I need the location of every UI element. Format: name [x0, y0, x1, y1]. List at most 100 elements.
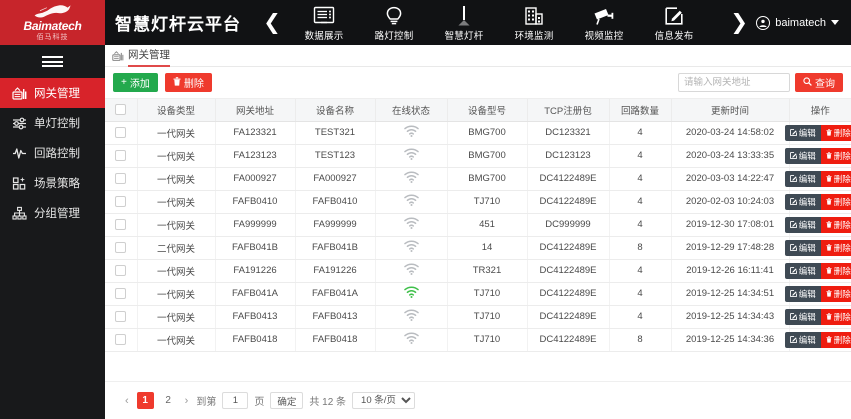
trash-icon	[826, 243, 832, 253]
table-row[interactable]: 一代网关 FA123321 TEST321 BMG700 DC123321 4 2020-0…	[105, 121, 851, 145]
row-checkbox[interactable]	[115, 218, 127, 230]
nav-prev-arrow[interactable]: ❮	[263, 11, 281, 34]
nav-item-smart-lamp-pole[interactable]: 智慧灯杆	[429, 0, 499, 45]
row-checkbox[interactable]	[115, 149, 127, 161]
cell-update-time: 2019-12-25 14:34:51	[671, 282, 790, 306]
row-checkbox[interactable]	[115, 333, 127, 345]
row-edit-button[interactable]: 编辑	[784, 124, 821, 141]
row-delete-button[interactable]: 删除	[820, 262, 851, 279]
brand-logo[interactable]: Baimatech 佰马科技	[0, 0, 105, 45]
sidebar-item-single-light-control[interactable]: 单灯控制	[0, 108, 105, 138]
table-row[interactable]: 一代网关 FAFB0410 FAFB0410 TJ710 DC4122489E 4 2020…	[105, 190, 851, 214]
cell-update-time: 2019-12-25 14:34:36	[671, 328, 790, 352]
page-size-select[interactable]: 10 条/页20 条/页50 条/页	[352, 392, 416, 409]
breadcrumb: 网关管理	[105, 45, 851, 67]
table-header: 设备类型 网关地址 设备名称 在线状态 设备型号 TCP注册包 回路数量 更新时…	[105, 99, 851, 122]
row-edit-button[interactable]: 编辑	[784, 262, 821, 279]
row-delete-button[interactable]: 删除	[820, 216, 851, 233]
row-checkbox[interactable]	[115, 241, 127, 253]
table-row[interactable]: 一代网关 FAFB041A FAFB041A TJ710 DC4122489E 4 2019…	[105, 282, 851, 306]
trash-icon	[173, 76, 181, 89]
sidebar-item-gateway-management[interactable]: 网关管理	[0, 78, 105, 108]
row-edit-button[interactable]: 编辑	[784, 147, 821, 164]
nav-item-information-release[interactable]: 信息发布	[639, 0, 709, 45]
row-edit-button[interactable]: 编辑	[784, 331, 821, 348]
table-row[interactable]: 一代网关 FAFB0413 FAFB0413 TJ710 DC4122489E 4 2019…	[105, 305, 851, 329]
table-row[interactable]: 一代网关 FA191226 FA191226 TR321 DC4122489E 4 2019…	[105, 259, 851, 283]
row-checkbox[interactable]	[115, 172, 127, 184]
cell-device-name: FA000927	[295, 167, 376, 191]
row-checkbox[interactable]	[115, 195, 127, 207]
nav-label: 环境监测	[514, 31, 554, 42]
row-checkbox[interactable]	[115, 126, 127, 138]
row-delete-button[interactable]: 删除	[820, 147, 851, 164]
cell-device-model: BMG700	[447, 144, 528, 168]
table-row[interactable]: 一代网关 FA999999 FA999999 451 DC999999 4 2019-12-…	[105, 213, 851, 237]
sidebar-item-scene-strategy[interactable]: 场景策略	[0, 168, 105, 198]
row-edit-button[interactable]: 编辑	[784, 216, 821, 233]
row-delete-label: 删除	[833, 288, 851, 299]
delete-button[interactable]: 删除	[164, 73, 212, 92]
pagination-page-1[interactable]: 1	[136, 392, 154, 409]
add-button[interactable]: + 添加	[113, 73, 158, 92]
breadcrumb-label[interactable]: 网关管理	[128, 45, 170, 67]
row-edit-button[interactable]: 编辑	[784, 239, 821, 256]
sidebar-item-label: 单灯控制	[34, 118, 80, 130]
nav-item-video-surveillance[interactable]: 视频监控	[569, 0, 639, 45]
nav-item-data-display[interactable]: 数据展示	[289, 0, 359, 45]
row-delete-button[interactable]: 删除	[820, 239, 851, 256]
trash-icon	[826, 289, 832, 299]
pagination-prev-button[interactable]: ‹	[125, 394, 129, 407]
row-checkbox[interactable]	[115, 264, 127, 276]
lamp-pole-icon	[455, 5, 473, 26]
row-checkbox[interactable]	[115, 287, 127, 299]
pagination-page-2[interactable]: 2	[165, 395, 171, 406]
cell-device-name: TEST321	[295, 121, 376, 145]
table-row[interactable]: 二代网关 FAFB041B FAFB041B 14 DC4122489E 8 2019-12…	[105, 236, 851, 260]
brand-chinese-name: 佰马科技	[36, 34, 69, 41]
table-row[interactable]: 一代网关 FAFB0418 FAFB0418 TJ710 DC4122489E 8 2019…	[105, 328, 851, 352]
edit-pencil-icon	[789, 151, 797, 161]
goto-page-input[interactable]	[222, 392, 249, 409]
sidebar-item-loop-control[interactable]: 回路控制	[0, 138, 105, 168]
user-menu[interactable]: baimatech	[756, 0, 851, 45]
row-delete-button[interactable]: 删除	[820, 124, 851, 141]
nav-label: 路灯控制	[374, 31, 414, 42]
nav-item-street-light-control[interactable]: 路灯控制	[359, 0, 429, 45]
row-delete-label: 删除	[833, 173, 851, 184]
sidebar-item-label: 回路控制	[34, 148, 80, 160]
row-edit-button[interactable]: 编辑	[784, 308, 821, 325]
cell-device-type: 一代网关	[137, 167, 216, 191]
row-delete-button[interactable]: 删除	[820, 308, 851, 325]
cell-online-status	[375, 213, 448, 237]
wifi-offline-icon	[403, 125, 419, 140]
row-delete-button[interactable]: 删除	[820, 285, 851, 302]
table-row[interactable]: 一代网关 FA123123 TEST123 BMG700 DC123123 4 2020-0…	[105, 144, 851, 168]
row-edit-button[interactable]: 编辑	[784, 170, 821, 187]
row-edit-button[interactable]: 编辑	[784, 193, 821, 210]
sidebar-item-group-management[interactable]: 分组管理	[0, 198, 105, 228]
cell-gateway-address: FA191226	[215, 259, 296, 283]
nav-next-arrow[interactable]: ❯	[730, 11, 749, 34]
row-delete-button[interactable]: 删除	[820, 170, 851, 187]
goto-confirm-button[interactable]: 确定	[270, 392, 304, 409]
cell-loop-count: 4	[609, 121, 672, 145]
row-delete-button[interactable]: 删除	[820, 193, 851, 210]
row-edit-label: 编辑	[798, 288, 816, 299]
horse-logo-icon	[34, 5, 71, 18]
pagination-next-button[interactable]: ›	[184, 394, 189, 407]
row-delete-button[interactable]: 删除	[820, 331, 851, 348]
select-all-checkbox[interactable]	[115, 104, 127, 116]
wifi-offline-icon	[403, 309, 419, 324]
row-checkbox[interactable]	[115, 310, 127, 322]
nav-item-environment-monitor[interactable]: 环境监测	[499, 0, 569, 45]
search-button[interactable]: 查询	[795, 73, 843, 92]
row-delete-label: 删除	[833, 127, 851, 138]
table-row[interactable]: 一代网关 FA000927 FA000927 BMG700 DC4122489E 4 202…	[105, 167, 851, 191]
gateway-icon	[12, 86, 27, 101]
main-nav: 数据展示 路灯控制 智慧灯杆 环境监测	[289, 0, 722, 45]
sidebar-toggle-button[interactable]	[0, 45, 105, 78]
row-edit-button[interactable]: 编辑	[784, 285, 821, 302]
sidebar-item-label: 网关管理	[34, 88, 80, 100]
search-input[interactable]	[678, 73, 790, 92]
